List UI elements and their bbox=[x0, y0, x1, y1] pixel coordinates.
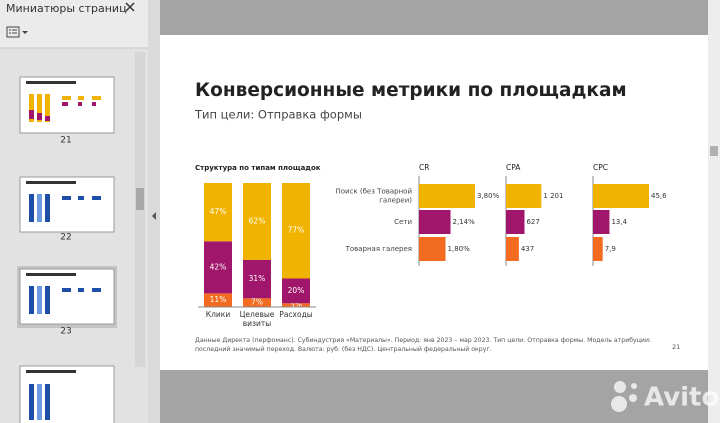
panel-title: CPC bbox=[593, 163, 608, 172]
bar bbox=[506, 184, 542, 208]
data-label: 7% bbox=[251, 298, 263, 307]
bar-segment bbox=[282, 303, 310, 307]
bar bbox=[506, 210, 525, 234]
bar bbox=[593, 237, 603, 261]
bar bbox=[593, 184, 649, 208]
data-label: 42% bbox=[210, 262, 227, 271]
data-label: 47% bbox=[210, 207, 227, 216]
footnote: Данные Директа (перфоманс). Субиндустрия… bbox=[195, 337, 652, 353]
panel-title: CPA bbox=[506, 163, 521, 172]
data-label: 20% bbox=[288, 286, 305, 295]
bar-segment bbox=[204, 183, 232, 242]
x-tick-label: Целевые визиты bbox=[239, 310, 275, 328]
sidebar-title: Миниатюры страниц bbox=[6, 2, 127, 15]
watermark: Avito bbox=[644, 383, 719, 413]
slide-page-number: 21 bbox=[672, 343, 680, 351]
bar-segment bbox=[282, 278, 310, 304]
page-number: 21 bbox=[60, 136, 71, 146]
data-label: 11% bbox=[210, 295, 227, 304]
thumbnail[interactable] bbox=[19, 365, 115, 423]
x-tick-label: Расходы bbox=[279, 310, 313, 319]
close-button[interactable] bbox=[125, 2, 135, 12]
thumbnail[interactable] bbox=[19, 268, 115, 325]
data-label: 13,4 bbox=[611, 218, 627, 226]
bar-segment bbox=[243, 259, 271, 299]
bar-segment bbox=[204, 293, 232, 307]
y-tick-label: Товарная галерея bbox=[345, 244, 412, 253]
data-label: 62% bbox=[249, 216, 266, 225]
data-label: 437 bbox=[521, 245, 534, 253]
page-number: 22 bbox=[60, 233, 71, 243]
watermark-logo bbox=[611, 381, 637, 412]
y-tick-label: Поиск (без Товарной галереи) bbox=[335, 187, 412, 205]
view-menu-button[interactable] bbox=[6, 26, 28, 38]
main-scroll-thumb[interactable] bbox=[710, 146, 718, 156]
chart-title: Структура по типам площадок bbox=[195, 164, 321, 172]
data-label: 45,6 bbox=[651, 192, 667, 200]
bar bbox=[506, 237, 519, 261]
bar bbox=[593, 210, 610, 234]
data-label: 3% bbox=[290, 300, 302, 309]
y-tick-label: Сети bbox=[394, 217, 412, 226]
bar-segment bbox=[243, 298, 271, 307]
bar bbox=[419, 210, 451, 234]
collapse-arrow[interactable] bbox=[152, 212, 156, 220]
data-label: 31% bbox=[249, 274, 266, 283]
thumbnail[interactable] bbox=[19, 76, 115, 134]
thumbnail[interactable] bbox=[19, 176, 115, 233]
data-label: 1 201 bbox=[543, 192, 563, 200]
data-label: 7,9 bbox=[605, 245, 616, 253]
main-scrollbar[interactable] bbox=[708, 0, 720, 423]
bar bbox=[419, 237, 446, 261]
splitter[interactable] bbox=[148, 0, 160, 423]
bar-segment bbox=[243, 183, 271, 260]
panel-title: CR bbox=[419, 163, 429, 172]
data-label: 3,80% bbox=[477, 192, 500, 200]
bar-segment bbox=[204, 241, 232, 294]
page-number: 23 bbox=[60, 327, 71, 337]
data-label: 627 bbox=[526, 218, 539, 226]
data-label: 1,80% bbox=[448, 245, 471, 253]
slide-title: Конверсионные метрики по площадкам bbox=[195, 80, 627, 101]
sidebar-scroll-thumb[interactable] bbox=[136, 188, 144, 210]
bar bbox=[419, 184, 475, 208]
data-label: 2,14% bbox=[453, 218, 476, 226]
data-label: 77% bbox=[288, 226, 305, 235]
bar-segment bbox=[282, 183, 310, 279]
x-tick-label: Клики bbox=[205, 310, 231, 319]
slide-subtitle: Тип цели: Отправка формы bbox=[194, 108, 362, 122]
